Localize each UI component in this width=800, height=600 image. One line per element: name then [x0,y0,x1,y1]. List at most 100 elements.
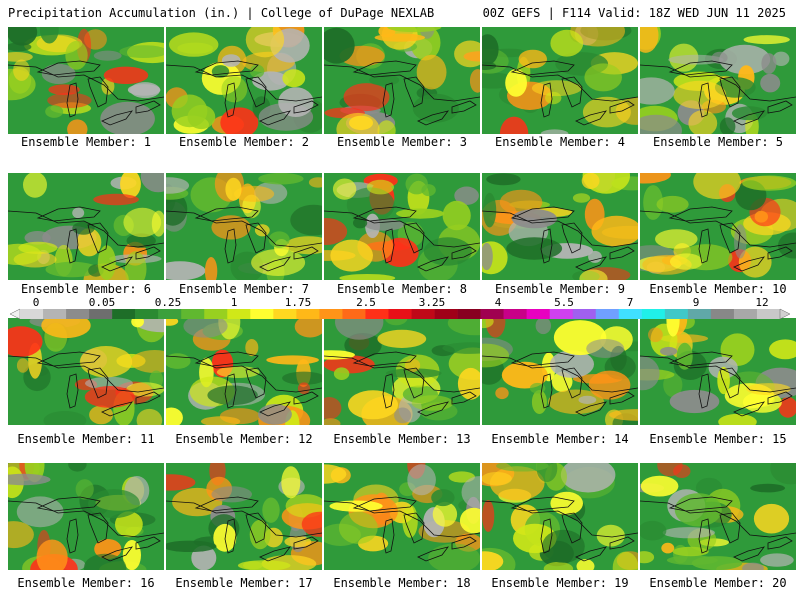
ensemble-member-label: Ensemble Member: 8 [336,282,468,296]
colorbar-low-arrow [10,308,21,320]
colorbar-segment [204,309,228,319]
ensemble-member-label: Ensemble Member: 1 [20,135,152,149]
ensemble-member-label: Ensemble Member: 10 [649,282,787,296]
ensemble-member-map-18 [324,463,480,570]
precipitation-map-16 [8,463,164,570]
colorbar-tick-label: 5.5 [554,296,574,309]
precipitation-map-1 [8,27,164,134]
ensemble-member-map-15 [640,318,796,425]
precipitation-map-7 [166,173,322,280]
ensemble-member-label: Ensemble Member: 9 [494,282,626,296]
ensemble-member-map-12 [166,318,322,425]
colorbar-segment [457,309,481,319]
ensemble-member-label: Ensemble Member: 6 [20,282,152,296]
colorbar-segment [411,309,435,319]
ensemble-member-label: Ensemble Member: 19 [491,576,629,590]
ensemble-member-map-4 [482,27,638,134]
precipitation-map-3 [324,27,480,134]
ensemble-member-label: Ensemble Member: 13 [333,432,471,446]
colorbar-segment [158,309,182,319]
colorbar-tick-label: 12 [755,296,769,309]
precipitation-map-12 [166,318,322,425]
colorbar-segment [296,309,320,319]
colorbar-segment [572,309,597,319]
colorbar-tick-label: 0.05 [88,296,116,309]
product-title: Precipitation Accumulation (in.) | Colle… [8,6,435,20]
precipitation-map-9 [482,173,638,280]
colorbar-segment [549,309,574,319]
precipitation-map-19 [482,463,638,570]
precipitation-map-13 [324,318,480,425]
precipitation-map-2 [166,27,322,134]
precipitation-map-4 [482,27,638,134]
colorbar-segment [756,309,781,319]
colorbar-tick-label: 0 [32,296,40,309]
colorbar-segment [641,309,666,319]
colorbar-segment [342,309,366,319]
ensemble-member-label: Ensemble Member: 4 [494,135,626,149]
ensemble-member-map-6 [8,173,164,280]
colorbar-segment [388,309,412,319]
ensemble-member-label: Ensemble Member: 11 [17,432,155,446]
precipitation-map-14 [482,318,638,425]
ensemble-member-label: Ensemble Member: 17 [175,576,313,590]
precipitation-map-10 [640,173,796,280]
precipitation-map-15 [640,318,796,425]
colorbar-tick-label: 0.25 [154,296,182,309]
ensemble-member-map-10 [640,173,796,280]
colorbar-segment [250,309,274,319]
colorbar-segment [227,309,251,319]
ensemble-member-label: Ensemble Member: 3 [336,135,468,149]
precipitation-colorbar [10,308,790,320]
ensemble-member-map-9 [482,173,638,280]
precipitation-map-8 [324,173,480,280]
precipitation-map-6 [8,173,164,280]
colorbar-segment [503,309,527,319]
colorbar-high-arrow [779,308,790,320]
colorbar-tick-label: 2.5 [356,296,376,309]
colorbar-segment [595,309,620,319]
ensemble-member-label: Ensemble Member: 5 [652,135,784,149]
ensemble-member-label: Ensemble Member: 20 [649,576,787,590]
colorbar-tick-label: 1.75 [284,296,312,309]
precipitation-map-18 [324,463,480,570]
ensemble-member-map-7 [166,173,322,280]
ensemble-member-map-17 [166,463,322,570]
ensemble-member-label: Ensemble Member: 18 [333,576,471,590]
colorbar-segment [434,309,458,319]
colorbar-tick-label: 4 [494,296,502,309]
colorbar-segment [664,309,689,319]
ensemble-member-label: Ensemble Member: 12 [175,432,313,446]
ensemble-member-map-13 [324,318,480,425]
ensemble-member-map-3 [324,27,480,134]
colorbar-segment [112,309,136,319]
precipitation-map-17 [166,463,322,570]
valid-time-label: 00Z GEFS | F114 Valid: 18Z WED JUN 11 20… [482,6,786,20]
colorbar-tick-label: 9 [692,296,700,309]
colorbar-segment [20,309,44,319]
ensemble-member-label: Ensemble Member: 16 [17,576,155,590]
ensemble-member-label: Ensemble Member: 15 [649,432,787,446]
colorbar-labels: 0 0.05 0.25 1 1.75 2.5 3.25 4 5.5 7 9 12 [0,296,800,309]
colorbar-segment [365,309,389,319]
colorbar-segment [733,309,758,319]
colorbar-segment [526,309,550,319]
ensemble-member-label: Ensemble Member: 2 [178,135,310,149]
colorbar-segment [135,309,159,319]
colorbar-segment [273,309,297,319]
precipitation-map-5 [640,27,796,134]
colorbar-segment [66,309,90,319]
ensemble-member-label: Ensemble Member: 14 [491,432,629,446]
ensemble-member-label: Ensemble Member: 7 [178,282,310,296]
ensemble-member-map-2 [166,27,322,134]
colorbar-segment [687,309,712,319]
ensemble-member-map-1 [8,27,164,134]
colorbar-segment [710,309,735,319]
ensemble-member-map-5 [640,27,796,134]
ensemble-member-map-8 [324,173,480,280]
colorbar-segment [319,309,343,319]
colorbar-tick-label: 3.25 [418,296,446,309]
colorbar-segment [89,309,113,319]
precipitation-map-11 [8,318,164,425]
colorbar-segment [43,309,67,319]
